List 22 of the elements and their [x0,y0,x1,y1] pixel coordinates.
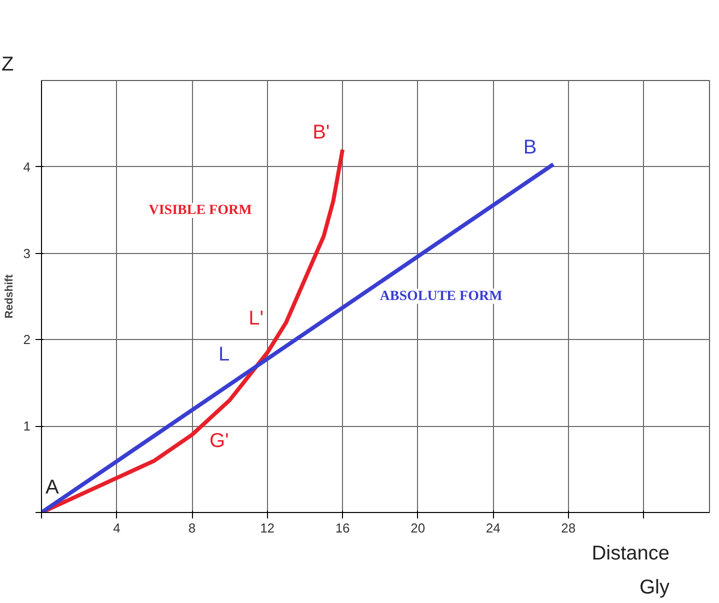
y-axis-title: Redshift [3,274,16,318]
y-tick-label: 3 [23,246,31,261]
text: VISIBLE FORM [148,203,252,218]
annotation: B [523,136,537,158]
x-tick-label: 28 [561,520,576,536]
y-tick-label: 2 [23,332,31,348]
annotation: G' [209,430,229,452]
series-label: ABSOLUTE FORM [380,288,502,304]
x-axis-title: Distance Gly [592,542,670,598]
x-tick-label: 12 [260,520,275,536]
annotation: A [46,476,60,498]
annotation: L' [248,307,264,330]
x-tick-label: 16 [335,520,350,536]
x-tick-label: 8 [188,520,196,536]
annotation: L [218,344,230,366]
x-tick-label: 4 [113,520,120,536]
text: Z [2,54,14,76]
y-tick-label: 1 [23,418,31,434]
x-tick-label: 20 [410,520,426,536]
x-tick-label: 24 [486,520,500,536]
annotation: B' [312,122,330,144]
y-tick-label: 4 [23,159,31,174]
